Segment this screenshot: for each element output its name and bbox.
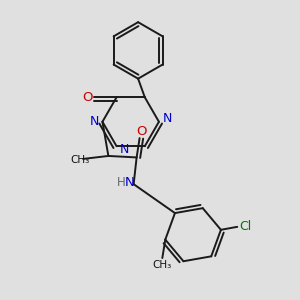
Text: H: H <box>117 176 125 189</box>
Text: CH₃: CH₃ <box>70 154 90 164</box>
Text: N: N <box>163 112 172 125</box>
Text: O: O <box>136 125 146 138</box>
Text: N: N <box>124 176 134 189</box>
Text: CH₃: CH₃ <box>153 260 172 270</box>
Text: N: N <box>119 143 129 156</box>
Text: Cl: Cl <box>239 220 252 233</box>
Text: O: O <box>82 91 93 104</box>
Text: N: N <box>89 115 99 128</box>
